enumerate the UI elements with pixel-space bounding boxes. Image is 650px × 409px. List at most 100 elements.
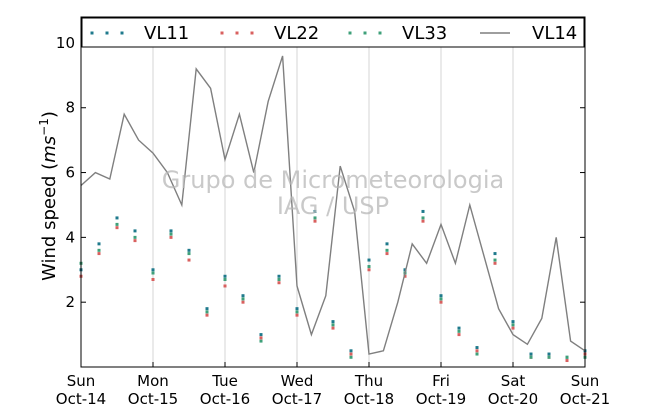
legend-label: VL11 <box>144 23 189 44</box>
legend-swatch <box>105 31 109 35</box>
series-vl33 <box>79 216 587 359</box>
data-point <box>331 320 335 324</box>
data-point <box>295 313 299 317</box>
legend-swatch <box>120 31 124 35</box>
x-tick-day: Sun <box>67 372 96 390</box>
data-point <box>313 219 317 223</box>
data-point <box>493 252 497 256</box>
data-point <box>475 352 479 356</box>
y-tick-label: 10 <box>56 34 75 52</box>
data-point <box>403 268 407 272</box>
legend-label: VL14 <box>532 23 577 44</box>
y-tick-label: 2 <box>65 293 75 311</box>
data-point <box>97 242 101 246</box>
legend-item-vl14: VL14 <box>480 23 577 44</box>
data-point <box>313 209 317 213</box>
y-axis-label: Wind speed (ms−1) <box>37 111 60 281</box>
data-point <box>259 333 263 337</box>
data-point <box>205 310 209 314</box>
x-tick-date: Oct-20 <box>488 390 538 408</box>
data-point <box>367 265 371 269</box>
data-point <box>241 300 245 304</box>
data-point <box>421 216 425 220</box>
x-tick-day: Fri <box>432 372 450 390</box>
data-point <box>241 297 245 301</box>
series-vl22 <box>79 219 587 363</box>
data-point <box>529 352 533 356</box>
data-point <box>385 252 389 256</box>
data-point <box>313 216 317 220</box>
legend-item-vl11: VL11 <box>90 23 189 44</box>
data-point <box>187 248 191 252</box>
data-point <box>169 229 173 233</box>
data-point <box>97 252 101 256</box>
data-point <box>493 258 497 262</box>
data-point <box>439 300 443 304</box>
watermark: Grupo de Micrometeorologia IAG / USP <box>162 166 504 220</box>
data-point <box>241 294 245 298</box>
x-tick-day: Sun <box>571 372 600 390</box>
legend-swatch <box>220 31 224 35</box>
data-point <box>439 297 443 301</box>
data-point <box>295 310 299 314</box>
y-tick-label: 8 <box>65 99 75 117</box>
x-tick-date: Oct-14 <box>56 390 106 408</box>
data-point <box>133 235 137 239</box>
plot-frame <box>80 16 586 368</box>
legend-item-vl33: VL33 <box>348 23 447 44</box>
watermark-line-1: Grupo de Micrometeorologia <box>162 166 504 194</box>
data-point <box>169 235 173 239</box>
data-point <box>277 278 281 281</box>
legend-swatch <box>348 31 352 35</box>
legend-swatch <box>90 31 94 35</box>
y-tick-label: 4 <box>65 228 75 246</box>
data-point <box>475 349 479 353</box>
plot-area <box>79 55 587 363</box>
data-point <box>277 281 281 285</box>
x-tick-day: Thu <box>354 372 383 390</box>
data-point <box>205 313 209 317</box>
data-point <box>295 307 299 311</box>
data-point <box>151 271 155 275</box>
data-point <box>223 284 227 288</box>
data-point <box>385 248 389 252</box>
data-point <box>511 326 515 330</box>
data-point <box>421 209 425 213</box>
data-point <box>367 258 371 262</box>
data-point <box>259 339 263 343</box>
data-point <box>403 274 407 278</box>
data-point <box>223 278 227 281</box>
data-point <box>367 268 371 272</box>
data-point <box>349 349 353 353</box>
data-point <box>493 261 497 265</box>
x-tick-date: Oct-21 <box>560 390 610 408</box>
data-point <box>511 323 515 327</box>
data-point <box>547 355 551 359</box>
data-point <box>115 222 119 226</box>
data-point <box>547 352 551 356</box>
data-point <box>385 242 389 246</box>
data-point <box>475 346 479 350</box>
series-vl11 <box>79 209 587 359</box>
legend-swatch <box>363 31 367 35</box>
data-point <box>457 333 461 337</box>
data-point <box>565 359 569 363</box>
x-tick-date: Oct-19 <box>416 390 466 408</box>
x-tick-day: Wed <box>281 372 314 390</box>
data-point <box>187 252 191 256</box>
data-point <box>169 232 173 236</box>
data-point <box>133 239 137 243</box>
y-tick-label: 6 <box>65 164 75 182</box>
legend-swatch <box>235 31 239 35</box>
legend: VL11 VL22 VL33 VL14 <box>81 17 585 48</box>
data-point <box>529 355 533 359</box>
x-tick-date: Oct-16 <box>200 390 250 408</box>
data-point <box>151 278 155 281</box>
data-point <box>457 329 461 333</box>
data-point <box>259 336 263 340</box>
legend-label: VL33 <box>402 23 447 44</box>
x-tick-date: Oct-15 <box>128 390 178 408</box>
watermark-line-2: IAG / USP <box>277 192 389 220</box>
data-point <box>187 258 191 262</box>
data-point <box>115 226 119 230</box>
